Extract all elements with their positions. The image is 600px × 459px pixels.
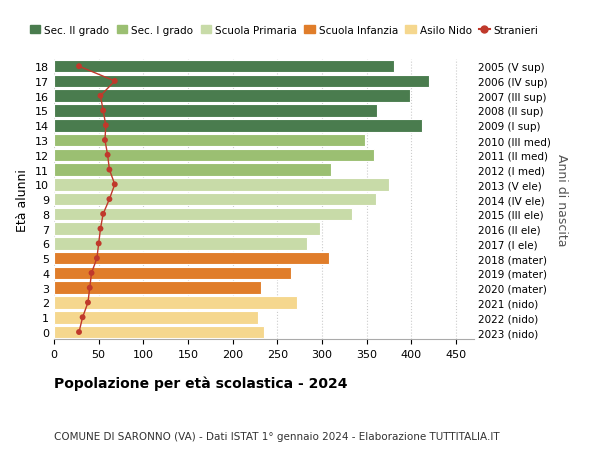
- Bar: [54, 76, 430, 88]
- Point: [98, 107, 108, 115]
- Bar: [54, 297, 297, 309]
- Point: [98, 211, 108, 218]
- Bar: [54, 193, 376, 206]
- Point: [110, 78, 119, 85]
- Legend: Sec. II grado, Sec. I grado, Scuola Primaria, Scuola Infanzia, Asilo Nido, Stran: Sec. II grado, Sec. I grado, Scuola Prim…: [30, 26, 539, 36]
- Point: [74, 329, 84, 336]
- Bar: [54, 223, 320, 235]
- Bar: [54, 326, 264, 339]
- Bar: [54, 208, 352, 221]
- Bar: [54, 252, 329, 265]
- Point: [104, 167, 114, 174]
- Point: [78, 314, 88, 321]
- Point: [87, 270, 97, 277]
- Point: [100, 137, 110, 145]
- Point: [92, 255, 101, 262]
- Bar: [54, 164, 331, 176]
- Bar: [54, 120, 422, 132]
- Bar: [54, 311, 258, 324]
- Text: Popolazione per età scolastica - 2024: Popolazione per età scolastica - 2024: [54, 375, 347, 390]
- Bar: [54, 61, 394, 73]
- Point: [74, 63, 84, 71]
- Bar: [54, 90, 410, 103]
- Point: [103, 152, 112, 159]
- Y-axis label: Età alunni: Età alunni: [16, 168, 29, 231]
- Bar: [54, 267, 291, 280]
- Bar: [54, 134, 365, 147]
- Point: [85, 285, 95, 292]
- Point: [110, 181, 119, 189]
- Bar: [54, 282, 262, 294]
- Point: [104, 196, 114, 203]
- Text: COMUNE DI SARONNO (VA) - Dati ISTAT 1° gennaio 2024 - Elaborazione TUTTITALIA.IT: COMUNE DI SARONNO (VA) - Dati ISTAT 1° g…: [54, 431, 500, 441]
- Bar: [54, 179, 389, 191]
- Bar: [54, 238, 307, 250]
- Point: [101, 122, 110, 129]
- Point: [95, 93, 105, 100]
- Point: [83, 299, 93, 307]
- Point: [94, 240, 103, 247]
- Y-axis label: Anni di nascita: Anni di nascita: [555, 153, 568, 246]
- Point: [95, 225, 105, 233]
- Bar: [54, 149, 374, 162]
- Bar: [54, 105, 377, 118]
